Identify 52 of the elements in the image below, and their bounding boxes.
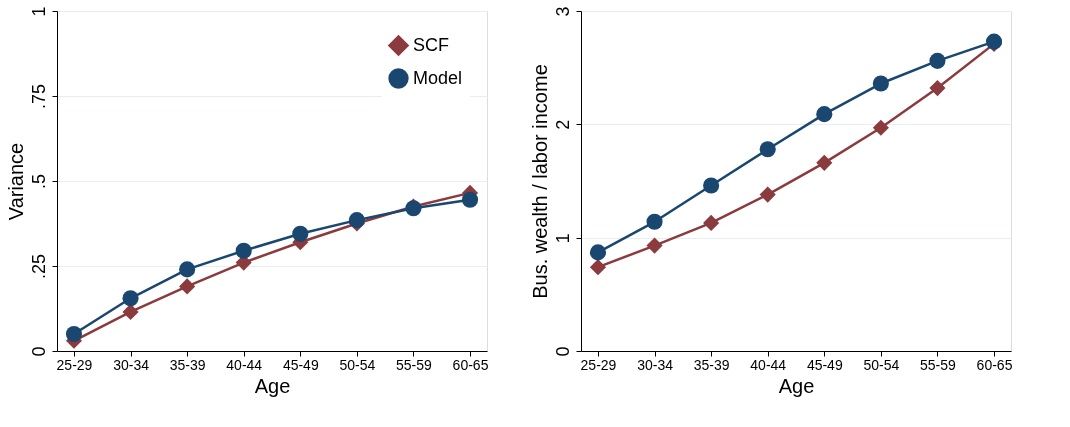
point (929, 52, 946, 69)
y-tick-label: 0 (552, 346, 573, 357)
point (759, 186, 776, 203)
x-tick-label: 40-44 (226, 356, 263, 373)
point (759, 141, 776, 158)
legend-label: Model (413, 67, 463, 88)
point (872, 75, 889, 92)
x-tick-label: 55-59 (920, 356, 957, 373)
x-axis-title: Age (254, 374, 291, 397)
point (292, 225, 309, 242)
point (179, 261, 196, 278)
y-axis-title: Variance (4, 142, 27, 221)
y-tick-label: 0 (28, 346, 49, 357)
x-tick-label: 60-65 (452, 356, 489, 373)
x-tick-label: 55-59 (396, 356, 433, 373)
point (235, 242, 252, 259)
point (589, 244, 607, 261)
y-axis-title: Bus. wealth / labor income (528, 64, 551, 299)
y-tick-label: 1 (552, 233, 573, 244)
point (703, 177, 720, 194)
x-tick-label: 45-49 (282, 356, 319, 373)
point (461, 191, 479, 208)
y-tick-label: 2 (552, 119, 573, 130)
point (122, 290, 139, 307)
y-tick-label: .75 (28, 83, 49, 110)
point (646, 237, 663, 254)
y-tick-label: .5 (28, 173, 49, 190)
x-tick-label: 60-65 (976, 356, 1013, 373)
x-tick-label: 40-44 (750, 356, 787, 373)
legend-label: SCF (413, 34, 449, 55)
x-tick-label: 35-39 (693, 356, 730, 373)
point (872, 119, 889, 136)
x-tick-label: 30-34 (637, 356, 674, 373)
point (816, 154, 833, 171)
point (589, 259, 607, 276)
y-tick-label: .25 (28, 253, 49, 280)
x-tick-label: 50-54 (339, 356, 376, 373)
y-tick-label: 3 (552, 6, 573, 17)
point (703, 214, 720, 231)
point (929, 80, 946, 97)
x-tick-label: 45-49 (806, 356, 843, 373)
x-tick-label: 25-29 (580, 356, 617, 373)
point (816, 106, 833, 123)
x-tick-label: 25-29 (56, 356, 93, 373)
x-tick-label: 50-54 (863, 356, 900, 373)
x-tick-label: 35-39 (169, 356, 206, 373)
x-axis-title: Age (778, 374, 815, 397)
y-tick-label: 1 (28, 6, 49, 17)
x-tick-label: 30-34 (113, 356, 150, 373)
point (179, 278, 196, 295)
point (65, 325, 83, 343)
point (646, 213, 663, 230)
